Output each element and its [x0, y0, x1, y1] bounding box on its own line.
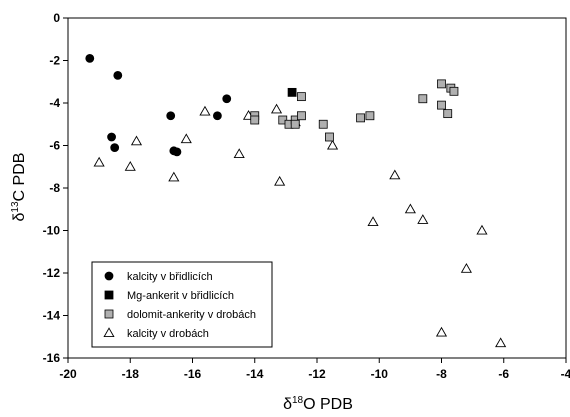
- data-point: [130, 135, 143, 146]
- x-tick-label: -18: [122, 367, 140, 381]
- data-point: [222, 94, 232, 104]
- data-point: [290, 119, 300, 129]
- data-point: [250, 115, 260, 125]
- data-point: [326, 139, 339, 150]
- y-axis-label: δ13C PDB: [10, 153, 28, 222]
- x-axis: -20 -18 -16 -14 -12 -10 -8 -6 -4: [59, 358, 570, 381]
- data-point: [85, 53, 95, 63]
- data-point: [437, 100, 446, 110]
- data-point: [93, 156, 105, 167]
- data-point: [443, 109, 453, 119]
- x-tick-label: -20: [59, 367, 77, 381]
- x-tick-label: -14: [246, 367, 264, 381]
- x-tick-label: -6: [498, 367, 509, 381]
- legend-entry-label: Mg-ankerit v břidlicích: [127, 290, 234, 302]
- data-point: [297, 92, 306, 102]
- data-points: [85, 53, 507, 348]
- data-point: [274, 175, 286, 186]
- y-axis-label-sup: 13: [10, 201, 21, 213]
- series-2: [250, 79, 459, 142]
- data-point: [110, 143, 120, 153]
- data-point: [365, 111, 375, 121]
- legend: kalcity v břidlicích Mg-ankerit v břidlic…: [91, 261, 273, 348]
- data-point: [270, 103, 283, 114]
- y-tick-label: -8: [49, 181, 60, 195]
- y-tick-label: -12: [43, 266, 61, 280]
- series-1: [287, 87, 297, 97]
- x-tick-label: -10: [371, 367, 389, 381]
- y-tick-label: -2: [49, 54, 60, 68]
- legend-marker: [103, 327, 115, 338]
- data-point: [417, 214, 429, 224]
- data-point: [180, 133, 192, 144]
- data-point: [367, 216, 379, 227]
- data-point: [495, 337, 507, 348]
- data-point: [437, 79, 446, 89]
- x-axis-label-sup: 18: [292, 395, 304, 406]
- data-point: [297, 111, 306, 121]
- legend-box: [91, 261, 273, 348]
- data-point: [124, 161, 136, 171]
- x-axis-label: δ18O PDB: [283, 395, 353, 413]
- x-tick-label: -12: [308, 367, 326, 381]
- data-point: [233, 148, 245, 159]
- y-tick-label: -4: [49, 96, 60, 110]
- y-tick-label: -6: [49, 139, 60, 153]
- data-point: [107, 132, 116, 142]
- data-point: [287, 87, 297, 97]
- data-point: [325, 132, 334, 142]
- legend-entry-label: kalcity v drobách: [127, 328, 209, 340]
- y-tick-label: -14: [43, 309, 61, 323]
- data-point: [418, 94, 428, 104]
- series-0: [85, 53, 232, 157]
- data-point: [172, 147, 182, 157]
- data-point: [318, 119, 328, 129]
- data-point: [460, 263, 472, 273]
- y-tick-label: -10: [43, 224, 61, 238]
- y-axis: 0 -2 -4 -6 -8 -10 -12 -14 -16: [43, 11, 68, 365]
- data-point: [166, 111, 176, 121]
- x-tick-label: -4: [561, 367, 570, 381]
- data-point: [476, 224, 488, 235]
- data-point: [389, 169, 401, 180]
- data-point: [356, 113, 365, 123]
- x-axis-label-rest: O PDB: [303, 396, 353, 413]
- x-tick-label: -8: [436, 367, 447, 381]
- data-point: [435, 326, 448, 337]
- legend-entry-label: dolomit-ankerity v drobách: [127, 309, 256, 321]
- legend-entry-label: kalcity v břidlicích: [127, 271, 213, 283]
- data-point: [212, 111, 222, 121]
- data-point: [404, 203, 416, 214]
- legend-marker: [104, 271, 114, 281]
- legend-marker: [104, 290, 114, 300]
- data-point: [199, 105, 211, 116]
- legend-marker: [104, 309, 114, 319]
- y-tick-label: -16: [43, 351, 61, 365]
- y-tick-label: 0: [53, 11, 60, 25]
- data-point: [168, 171, 180, 182]
- series-3: [93, 103, 507, 348]
- y-axis-label-rest: C PDB: [11, 153, 28, 202]
- x-tick-label: -16: [184, 367, 202, 381]
- data-point: [113, 70, 123, 80]
- data-point: [449, 86, 459, 96]
